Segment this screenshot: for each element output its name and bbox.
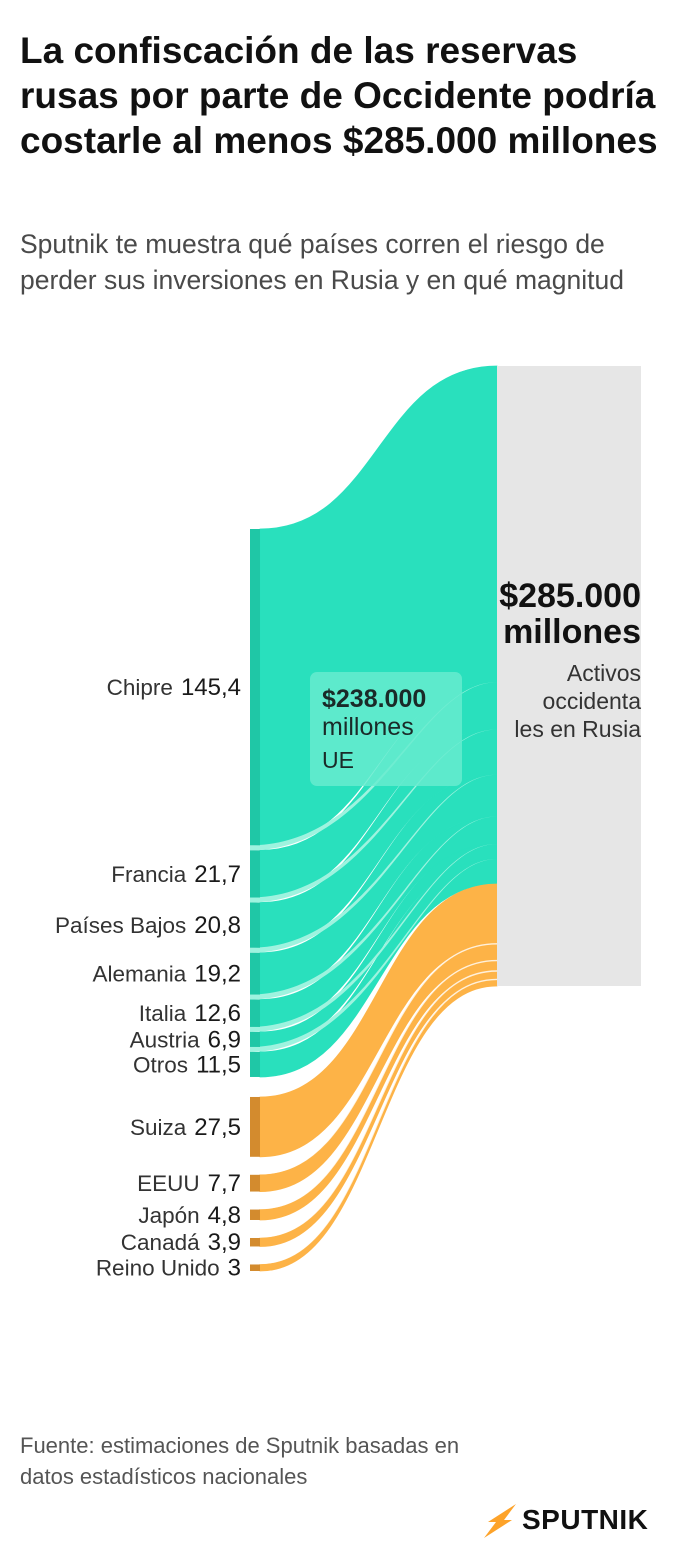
node-reino-unido — [250, 1264, 260, 1271]
node-austria — [250, 1031, 260, 1047]
value-label: 21,7 — [194, 861, 241, 888]
total-bar — [497, 366, 641, 986]
total-description-label: Activos — [567, 660, 641, 686]
value-label: 19,2 — [194, 961, 241, 988]
flow-separator — [259, 943, 498, 1175]
node-italia — [250, 999, 260, 1027]
chart-subtitle: Sputnik te muestra qué países corren el … — [20, 229, 624, 295]
value-label: 20,8 — [194, 912, 241, 939]
node-otros — [250, 1051, 260, 1077]
total-value-label: $285.000 — [499, 577, 641, 615]
eu-value-label: millones — [322, 713, 414, 741]
flow-separator — [259, 970, 498, 1238]
value-label: 7,7 — [208, 1170, 241, 1197]
value-label: 27,5 — [194, 1114, 241, 1141]
country-label: Chipre — [107, 675, 173, 700]
sputnik-logo-icon — [484, 1504, 516, 1538]
country-label: Francia — [111, 862, 187, 887]
value-label: 3 — [228, 1255, 241, 1282]
country-label: Austria — [130, 1027, 201, 1052]
country-label: EEUU — [137, 1171, 200, 1196]
brand-name: SPUTNIK — [522, 1504, 649, 1535]
source-note: Fuente: estimaciones de Sputnik basadas … — [20, 1433, 460, 1489]
value-label: 11,5 — [196, 1051, 241, 1078]
value-label: 145,4 — [181, 674, 241, 701]
value-label: 12,6 — [194, 1000, 241, 1027]
node-países-bajos — [250, 902, 260, 948]
country-label: Suiza — [130, 1115, 187, 1140]
country-label: Reino Unido — [96, 1256, 220, 1281]
country-label: Alemania — [92, 962, 186, 987]
value-label: 3,9 — [208, 1229, 241, 1256]
flow-separator — [259, 978, 498, 1265]
value-label: 6,9 — [208, 1026, 241, 1053]
eu-group-label: UE — [322, 747, 354, 773]
eu-value-label: $238.000 — [322, 685, 426, 713]
value-label: 4,8 — [208, 1202, 241, 1229]
flow-separator — [259, 959, 498, 1210]
node-eeuu — [250, 1174, 260, 1192]
chart-title: La confiscación de las reservas rusas po… — [20, 30, 658, 161]
country-label: Países Bajos — [55, 913, 186, 938]
country-label: Italia — [139, 1001, 187, 1026]
node-francia — [250, 850, 260, 898]
sputnik-logo: SPUTNIK — [482, 1500, 662, 1540]
node-japón — [250, 1209, 260, 1220]
node-chipre — [250, 529, 260, 846]
country-label: Canadá — [121, 1230, 200, 1255]
node-alemania — [250, 952, 260, 995]
total-description-label: occidenta — [543, 688, 642, 714]
node-canadá — [250, 1237, 260, 1247]
sankey-chart: 145,4 Chipre 21,7 Francia 20,8 Países Bajos 19… — [55, 365, 642, 1282]
node-suiza — [250, 1096, 260, 1157]
total-value-label: millones — [503, 613, 641, 651]
country-label: Japón — [138, 1203, 199, 1228]
country-label: Otros — [133, 1052, 188, 1077]
eu-total-box — [310, 672, 462, 786]
total-description-label: les en Rusia — [514, 716, 641, 742]
